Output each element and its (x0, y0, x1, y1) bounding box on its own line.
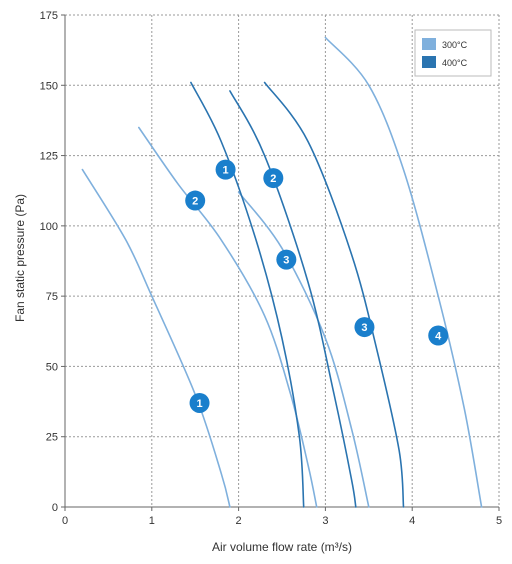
legend-box (414, 29, 492, 77)
badge-number: 1 (223, 165, 229, 177)
y-tick-label: 25 (46, 432, 58, 444)
x-tick-label: 5 (496, 515, 502, 527)
y-tick-label: 150 (40, 80, 58, 92)
badge-number: 2 (192, 196, 198, 208)
badge-number: 4 (435, 331, 442, 343)
badge-number: 2 (270, 173, 276, 185)
y-tick-label: 175 (40, 10, 58, 22)
badge-300-2: 2 (185, 190, 206, 211)
x-tick-label: 0 (62, 515, 68, 527)
y-tick-label: 75 (46, 291, 58, 303)
badge-circle (215, 159, 236, 180)
badge-circle (428, 325, 449, 346)
legend-label: 400°C (442, 58, 468, 68)
axes (61, 14, 500, 511)
legend: 300°C 400°C (414, 29, 492, 77)
badge-300-3: 3 (276, 249, 297, 270)
y-tick-label: 0 (52, 502, 58, 514)
y-axis-label: Fan static pressure (Pa) (13, 194, 27, 322)
badge-number: 3 (283, 255, 289, 267)
y-tick-label: 125 (40, 151, 58, 163)
legend-swatch (422, 56, 436, 68)
x-tick-label: 2 (236, 515, 242, 527)
badge-400-1: 1 (215, 159, 236, 180)
grid-lines (65, 14, 500, 507)
badge-400-2: 2 (263, 168, 284, 189)
curve-badges: 1 2 3 4 1 2 3 (185, 159, 449, 413)
y-tick-label: 50 (46, 361, 58, 373)
curve-300-2 (138, 126, 318, 508)
y-tick-label: 100 (40, 221, 58, 233)
curve-300-1 (81, 168, 231, 508)
legend-label: 300°C (442, 40, 468, 50)
x-tick-label: 1 (149, 515, 155, 527)
curve-400-1 (190, 81, 305, 508)
badge-circle (354, 317, 375, 338)
legend-swatch (422, 38, 436, 50)
badge-400-3: 3 (354, 317, 375, 338)
badge-300-4: 4 (428, 325, 449, 346)
badge-number: 3 (361, 322, 367, 334)
curve-400-2 (229, 90, 357, 508)
curve-300-3 (237, 191, 370, 508)
badge-300-1: 1 (189, 392, 210, 413)
badge-circle (189, 392, 210, 413)
x-axis-label: Air volume flow rate (m³/s) (212, 540, 352, 554)
x-tick-label: 3 (322, 515, 328, 527)
x-tick-label: 4 (409, 515, 415, 527)
badge-circle (276, 249, 297, 270)
badge-number: 1 (196, 398, 202, 410)
curve-400-3 (263, 81, 405, 508)
badge-circle (185, 190, 206, 211)
curve-300-4 (324, 36, 483, 508)
curves (81, 36, 483, 508)
badge-circle (263, 168, 284, 189)
